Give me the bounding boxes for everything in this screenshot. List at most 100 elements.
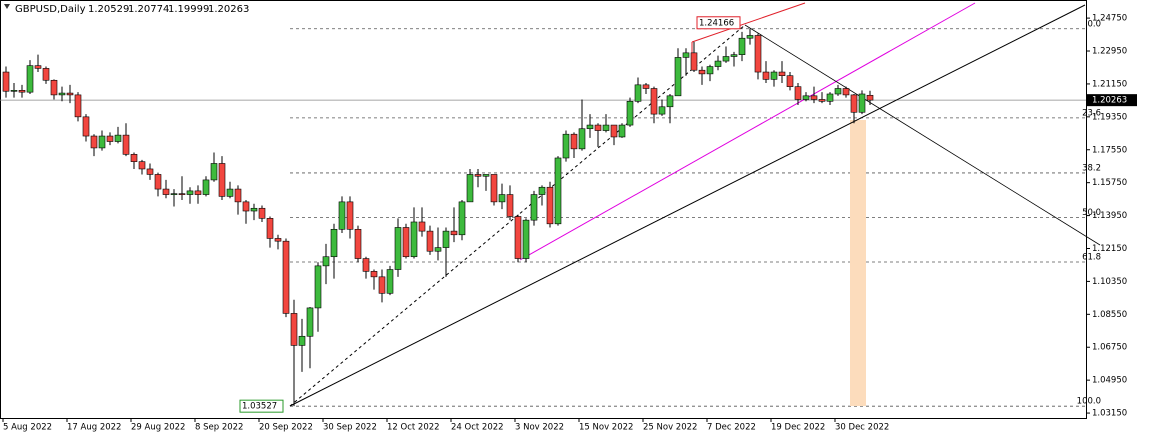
candle-body (274, 238, 282, 242)
candle-body (722, 56, 730, 62)
candle-body (738, 37, 746, 55)
candle-body (74, 94, 82, 118)
x-tick-label: 24 Oct 2022 (451, 423, 504, 433)
candle-body (666, 95, 674, 108)
candle-body (634, 84, 642, 102)
candle-body (754, 35, 762, 73)
candle-body (226, 188, 234, 197)
candle-body (466, 174, 474, 203)
candle-body (642, 84, 650, 89)
candle-body (546, 186, 554, 225)
candle-body (250, 207, 258, 212)
candle-body (842, 88, 850, 96)
y-tick-label: 1.10350 (1092, 277, 1127, 287)
candle-body (794, 86, 802, 100)
candle-body (610, 124, 618, 138)
candle-body (698, 69, 706, 75)
last-price-label: 1.20263 (1092, 96, 1127, 106)
candle-body (298, 335, 306, 346)
candle-body (578, 128, 586, 150)
y-tick-label: 1.12150 (1092, 244, 1127, 254)
candle-body (98, 135, 106, 149)
header-close: 1.20263 (208, 4, 249, 15)
candle-body (394, 227, 402, 270)
x-tick-label: 17 Aug 2022 (67, 423, 121, 433)
candle-body (674, 57, 682, 97)
candle-body (602, 124, 610, 131)
candle-body (90, 135, 98, 149)
x-tick-label: 20 Sep 2022 (259, 423, 313, 433)
candle-body (594, 124, 602, 131)
y-tick-label: 1.24750 (1092, 14, 1127, 24)
x-tick-label: 30 Dec 2022 (835, 423, 889, 433)
candle-body (730, 54, 738, 57)
x-tick-label: 15 Nov 2022 (579, 423, 633, 433)
x-tick-label: 3 Nov 2022 (515, 423, 564, 433)
y-tick-label: 1.03150 (1092, 409, 1127, 419)
candle-body (714, 60, 722, 67)
labels: GBPUSD,Daily 1.20529 1.20774 1.19999 1.2… (2, 4, 1137, 433)
candle-body (866, 94, 874, 101)
candle-body (106, 135, 114, 142)
candle-body (586, 124, 594, 130)
candle-body (10, 90, 18, 92)
candle-body (242, 201, 250, 212)
candle-body (778, 71, 786, 77)
candle-body (826, 93, 834, 102)
candle-body (82, 116, 90, 137)
candle-body (34, 65, 42, 69)
fib-label: 50.0 (1082, 208, 1101, 218)
candle-body (162, 188, 170, 195)
candle-body (26, 65, 34, 93)
high-mark-label: 1.24166 (699, 18, 734, 28)
candle-body (322, 256, 330, 267)
candle-body (522, 219, 530, 259)
candle-body (690, 52, 698, 71)
x-tick-label: 5 Aug 2022 (3, 423, 52, 433)
candle-body (186, 190, 194, 195)
symbol: GBPUSD,Daily (15, 4, 86, 15)
y-tick-label: 1.08550 (1092, 310, 1127, 320)
candle-body (450, 230, 458, 236)
candle-body (402, 227, 410, 258)
header-open: 1.20529 (88, 4, 129, 15)
candle-body (770, 71, 778, 80)
red-line (691, 2, 806, 43)
candle-body (618, 124, 626, 138)
candle-body (562, 133, 570, 159)
candle-body (266, 218, 274, 239)
candle-body (378, 276, 386, 294)
fib-label: 38.2 (1082, 163, 1101, 173)
candle-body (818, 99, 826, 102)
candle-body (338, 201, 346, 230)
candle-body (626, 101, 634, 126)
x-tick-label: 25 Nov 2022 (643, 423, 697, 433)
candle-body (234, 188, 242, 203)
candle-body (306, 307, 314, 337)
candle-body (178, 193, 186, 195)
candle-body (330, 228, 338, 258)
candle-body (314, 265, 322, 309)
trendline (744, 24, 1101, 246)
candle-body (290, 313, 298, 346)
candle-body (458, 201, 466, 236)
candle-body (282, 240, 290, 314)
x-tick-label: 19 Dec 2022 (771, 423, 825, 433)
candle-body (554, 157, 562, 225)
candle-body (802, 95, 810, 100)
candle-body (386, 269, 394, 294)
candle-body (834, 88, 842, 95)
menu-icon[interactable] (4, 4, 10, 9)
candle-body (42, 68, 50, 81)
candle-body (50, 79, 58, 96)
candle-body (354, 228, 362, 259)
candle-body (530, 194, 538, 221)
x-tick-label: 30 Sep 2022 (323, 423, 377, 433)
y-tick-label: 1.17550 (1092, 145, 1127, 155)
candle-body (482, 174, 490, 177)
candle-body (514, 216, 522, 259)
x-tick-label: 12 Oct 2022 (387, 423, 440, 433)
candle-body (154, 174, 162, 190)
candles (2, 28, 874, 407)
